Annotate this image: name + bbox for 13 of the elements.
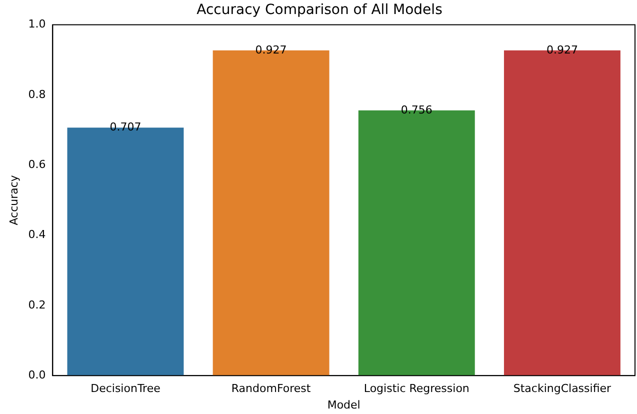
- y-tick-label: 0.8: [28, 88, 46, 101]
- x-tick-label: StackingClassifier: [513, 382, 612, 396]
- x-axis-title: Model: [327, 398, 360, 412]
- y-tick-label: 0.4: [28, 228, 46, 242]
- x-tick-label: RandomForest: [231, 382, 312, 396]
- chart-title: Accuracy Comparison of All Models: [196, 2, 442, 18]
- x-tick-label: DecisionTree: [90, 382, 161, 396]
- y-tick-label: 0.6: [28, 158, 46, 171]
- x-tick-label: Logistic Regression: [364, 382, 470, 396]
- y-tick-label: 0.2: [28, 298, 46, 312]
- y-tick-label: 0.0: [28, 368, 46, 382]
- y-tick-label: 1.0: [28, 18, 46, 31]
- y-axis-title: Accuracy: [7, 174, 20, 226]
